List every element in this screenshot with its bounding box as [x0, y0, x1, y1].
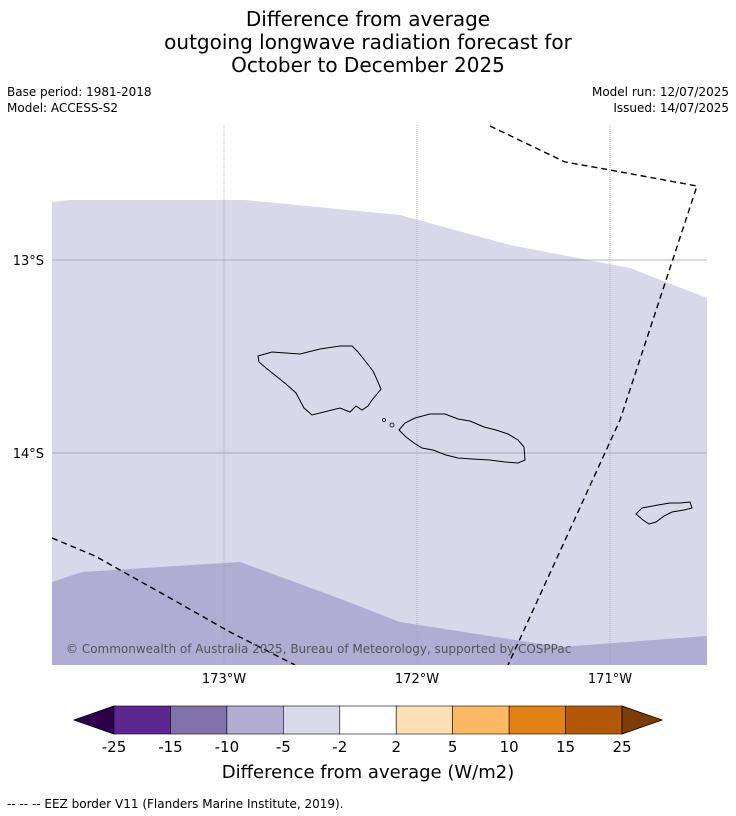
eez-legend-note: -- -- -- EEZ border V11 (Flanders Marine… — [7, 797, 344, 811]
title-line-2: outgoing longwave radiation forecast for — [164, 30, 572, 54]
colorbar-segment — [339, 705, 397, 735]
colorbar: -25 -15 -10 -5 -2 2 5 10 15 25 — [72, 705, 664, 756]
lon-label-173w: 173°W — [202, 672, 246, 687]
lon-label-171w: 171°W — [588, 672, 632, 687]
title-line-1: Difference from average — [245, 7, 491, 31]
anomaly-band-light — [52, 200, 707, 665]
colorbar-segment — [226, 705, 284, 735]
model-name: Model: ACCESS-S2 — [7, 101, 119, 115]
colorbar-tick-label: 25 — [612, 738, 631, 756]
map-area: © Commonwealth of Australia 2025, Bureau… — [52, 125, 707, 665]
colorbar-segment — [283, 705, 341, 735]
colorbar-extend-high — [621, 705, 664, 735]
colorbar-tick-label: -5 — [276, 738, 291, 756]
colorbar-segment — [113, 705, 171, 735]
model-run: Model run: 12/07/2025 — [591, 85, 729, 99]
base-period: Base period: 1981-2018 — [7, 85, 152, 99]
colorbar-tick-label: 5 — [448, 738, 458, 756]
colorbar-tick-label: 2 — [391, 738, 401, 756]
manono-islet — [389, 422, 395, 428]
colorbar-segment — [170, 705, 228, 735]
colorbar-label: Difference from average (W/m2) — [222, 762, 514, 783]
colorbar-tick-label: -10 — [215, 738, 240, 756]
axis-labels: 13°S 14°S 173°W 172°W 171°W — [13, 254, 633, 687]
lat-label-13s: 13°S — [13, 254, 44, 269]
colorbar-tick-label: 10 — [500, 738, 519, 756]
chart-title: Difference from average outgoing longwav… — [0, 8, 736, 77]
gridlines — [52, 125, 707, 665]
upolu-island — [398, 413, 526, 464]
colorbar-segment — [395, 705, 453, 735]
apolima-islet — [382, 418, 386, 422]
colorbar-segment — [452, 705, 510, 735]
savaii-island — [257, 345, 382, 416]
meta-right: Model run: 12/07/2025 Issued: 14/07/2025 — [592, 84, 729, 116]
colorbar-tick-label: -15 — [158, 738, 183, 756]
colorbar-tick-label: -2 — [332, 738, 347, 756]
colorbar-segment — [565, 705, 623, 735]
issued-date: Issued: 14/07/2025 — [613, 101, 729, 115]
tutuila-island — [635, 501, 693, 525]
meta-left: Base period: 1981-2018 Model: ACCESS-S2 — [7, 84, 152, 116]
anomaly-band-medium — [52, 562, 707, 665]
colorbar-tick-label: -25 — [102, 738, 127, 756]
lon-label-172w: 172°W — [395, 672, 439, 687]
colorbar-extend-low — [72, 705, 115, 735]
eez-border — [52, 125, 698, 665]
copyright-text: © Commonwealth of Australia 2025, Bureau… — [66, 642, 571, 656]
lat-label-14s: 14°S — [13, 447, 44, 462]
colorbar-segment — [508, 705, 566, 735]
title-line-3: October to December 2025 — [231, 53, 505, 77]
colorbar-tick-label: 15 — [556, 738, 575, 756]
